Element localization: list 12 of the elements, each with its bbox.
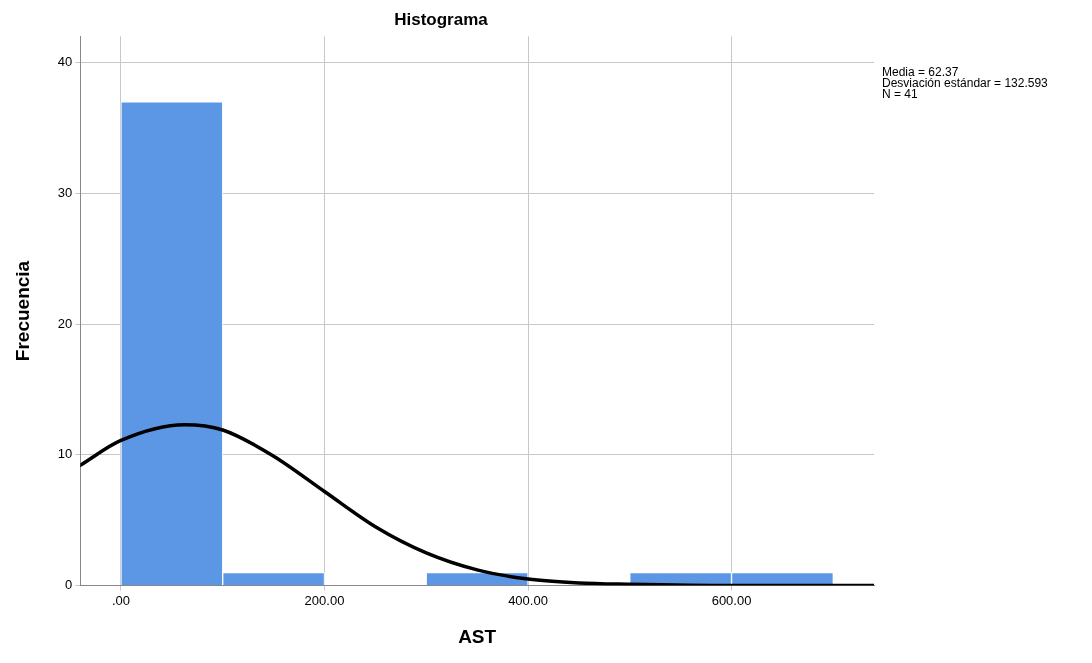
y-tick-label: 20: [57, 315, 73, 331]
x-tick-label: .00: [111, 592, 130, 608]
x-tick-label: 200.00: [304, 592, 345, 608]
x-tick-label: 400.00: [508, 592, 548, 608]
y-tick-label: 40: [57, 54, 73, 70]
y-tick-label: 30: [57, 184, 73, 200]
y-axis-title: Frecuencia: [11, 260, 33, 362]
y-tick-label: 10: [57, 446, 73, 462]
x-axis-title: AST: [458, 625, 497, 647]
chart-title: Histograma: [394, 9, 489, 29]
y-tick-label: 0: [65, 577, 73, 593]
x-tick-label: 600.00: [711, 592, 752, 608]
